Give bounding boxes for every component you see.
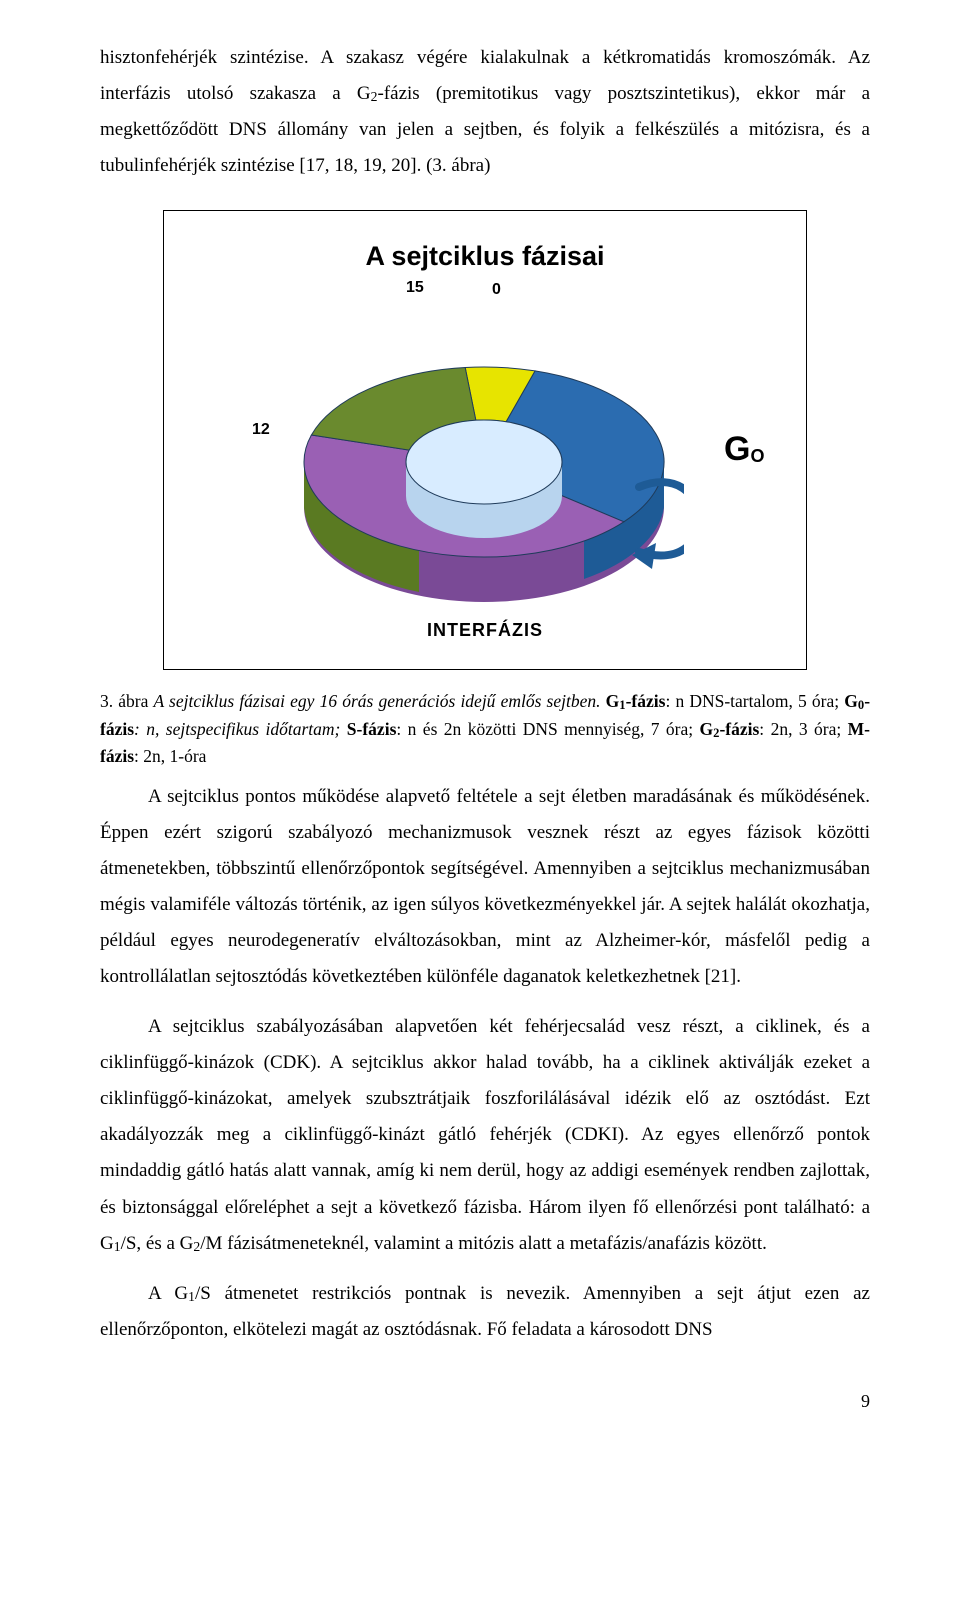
- figure-title: A sejtciklus fázisai: [164, 231, 806, 282]
- figure-cellcycle: A sejtciklus fázisai 0 5 12 15 M G1 GO S…: [163, 210, 807, 670]
- text: A sejtciklus szabályozásában alapvetően …: [100, 1016, 870, 1254]
- paragraph-intro: hisztonfehérjék szintézise. A szakasz vé…: [100, 40, 870, 184]
- sub: 1: [114, 1239, 121, 1254]
- tick-0: 0: [492, 275, 501, 305]
- caption-lead: 3. ábra: [100, 691, 154, 711]
- phase-G0: GO: [724, 417, 764, 482]
- text: A G: [148, 1283, 188, 1304]
- tick-15: 15: [406, 273, 424, 303]
- caption-s: S-fázis: [347, 719, 397, 739]
- text: /M fázisátmeneteknél, valamint a mitózis…: [200, 1233, 767, 1254]
- sub: 1: [188, 1289, 195, 1304]
- donut-chart: [284, 307, 684, 617]
- paragraph-3: A sejtciklus szabályozásában alapvetően …: [100, 1009, 870, 1262]
- paragraph-2: A sejtciklus pontos működése alapvető fe…: [100, 779, 870, 996]
- text: A sejtciklus pontos működése alapvető fe…: [100, 786, 870, 987]
- text: /S átmenetet restrikciós pontnak is neve…: [100, 1283, 870, 1340]
- text: /S, és a G: [121, 1233, 194, 1254]
- tick-12: 12: [252, 415, 270, 445]
- caption-g1: G1-fázis: [606, 691, 666, 711]
- page-number: 9: [100, 1384, 870, 1418]
- caption-g2: G2-fázis: [700, 719, 760, 739]
- paragraph-4: A G1/S átmenetet restrikciós pontnak is …: [100, 1276, 870, 1348]
- figure-caption: 3. ábra A sejtciklus fázisai egy 16 órás…: [100, 688, 870, 770]
- figure-interfazis: INTERFÁZIS: [164, 613, 806, 647]
- caption-main: A sejtciklus fázisai egy 16 órás generác…: [154, 691, 601, 711]
